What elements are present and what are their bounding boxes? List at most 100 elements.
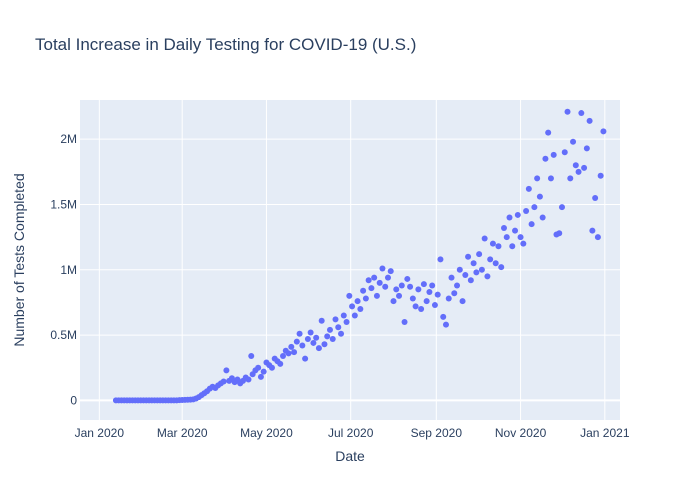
data-point bbox=[354, 298, 361, 305]
data-point bbox=[454, 282, 461, 289]
data-point bbox=[558, 204, 565, 211]
data-point bbox=[293, 338, 300, 345]
data-point bbox=[431, 302, 438, 309]
data-point bbox=[321, 341, 328, 348]
y-tick-label: 1M bbox=[60, 263, 77, 277]
data-point bbox=[360, 287, 367, 294]
data-point bbox=[484, 273, 491, 280]
data-point bbox=[299, 342, 306, 349]
data-point bbox=[412, 303, 419, 310]
x-tick-label: Sep 2020 bbox=[411, 426, 463, 440]
data-point bbox=[379, 265, 386, 272]
data-point bbox=[542, 155, 549, 162]
data-point bbox=[550, 151, 557, 158]
data-point bbox=[462, 272, 469, 279]
data-point bbox=[318, 317, 325, 324]
x-tick-label: Jan 2021 bbox=[580, 426, 630, 440]
data-point bbox=[313, 334, 320, 341]
data-point bbox=[338, 330, 345, 337]
data-point bbox=[465, 253, 472, 260]
data-points bbox=[112, 108, 607, 404]
data-point bbox=[418, 305, 425, 312]
data-point bbox=[473, 269, 480, 276]
data-point bbox=[401, 319, 408, 326]
y-tick-label: 0.5M bbox=[50, 328, 77, 342]
data-point bbox=[326, 326, 333, 333]
data-point bbox=[506, 214, 513, 221]
plot-area bbox=[80, 100, 620, 420]
y-axis-ticks: 0 0.5M 1M 1.5M 2M bbox=[50, 132, 77, 407]
data-point bbox=[578, 110, 585, 117]
data-point bbox=[500, 225, 507, 231]
data-point bbox=[445, 295, 452, 302]
x-axis-ticks: Jan 2020 Mar 2020 May 2020 Jul 2020 Sep 2020… bbox=[75, 426, 630, 440]
data-point bbox=[536, 193, 543, 200]
data-point bbox=[302, 355, 309, 362]
data-point bbox=[503, 234, 510, 241]
data-point bbox=[277, 360, 284, 367]
data-point bbox=[534, 175, 541, 182]
data-point bbox=[404, 275, 411, 282]
data-point bbox=[255, 364, 262, 371]
x-tick-label: Nov 2020 bbox=[495, 426, 547, 440]
data-point bbox=[520, 240, 527, 247]
data-point bbox=[415, 286, 422, 293]
data-point bbox=[442, 321, 449, 328]
data-point bbox=[409, 295, 416, 302]
y-tick-label: 0 bbox=[70, 393, 77, 407]
data-point bbox=[335, 324, 342, 331]
data-point bbox=[547, 175, 554, 182]
data-point bbox=[572, 162, 579, 169]
data-point bbox=[396, 292, 403, 299]
x-axis-label: Date bbox=[335, 448, 365, 464]
data-point bbox=[581, 164, 588, 171]
data-point bbox=[291, 349, 298, 356]
data-point bbox=[561, 149, 568, 156]
data-point bbox=[373, 292, 380, 299]
data-point bbox=[420, 281, 427, 288]
data-point bbox=[525, 185, 532, 192]
data-point bbox=[567, 175, 574, 182]
data-point bbox=[470, 260, 477, 267]
data-point bbox=[512, 227, 519, 234]
data-point bbox=[340, 312, 347, 319]
data-point bbox=[324, 333, 331, 340]
x-tick-label: Mar 2020 bbox=[157, 426, 208, 440]
data-point bbox=[310, 339, 317, 346]
data-point bbox=[478, 266, 485, 273]
data-point bbox=[285, 350, 292, 357]
data-point bbox=[451, 290, 458, 297]
data-point bbox=[248, 353, 255, 359]
data-point bbox=[407, 283, 414, 290]
data-point bbox=[514, 211, 521, 218]
data-point bbox=[423, 298, 430, 305]
data-point bbox=[387, 268, 394, 275]
data-point bbox=[437, 256, 444, 263]
y-tick-label: 2M bbox=[60, 132, 77, 146]
data-point bbox=[393, 286, 400, 293]
data-point bbox=[315, 345, 322, 352]
data-point bbox=[509, 243, 516, 250]
data-point bbox=[434, 291, 441, 298]
x-tick-label: Jul 2020 bbox=[328, 426, 374, 440]
data-point bbox=[495, 243, 502, 250]
data-point bbox=[220, 378, 227, 385]
data-point bbox=[245, 376, 252, 383]
x-tick-label: May 2020 bbox=[240, 426, 293, 440]
data-point bbox=[332, 316, 339, 323]
data-point bbox=[343, 319, 350, 326]
data-point bbox=[346, 292, 353, 299]
data-point bbox=[384, 274, 391, 281]
data-point bbox=[362, 295, 369, 302]
data-point bbox=[476, 251, 483, 258]
y-tick-label: 1.5M bbox=[50, 197, 77, 211]
data-point bbox=[556, 230, 563, 237]
data-point bbox=[390, 298, 397, 305]
data-point bbox=[586, 117, 593, 124]
data-point bbox=[429, 282, 436, 289]
data-point bbox=[304, 336, 311, 343]
data-point bbox=[459, 298, 466, 305]
data-point bbox=[592, 194, 599, 201]
data-point bbox=[280, 353, 287, 359]
